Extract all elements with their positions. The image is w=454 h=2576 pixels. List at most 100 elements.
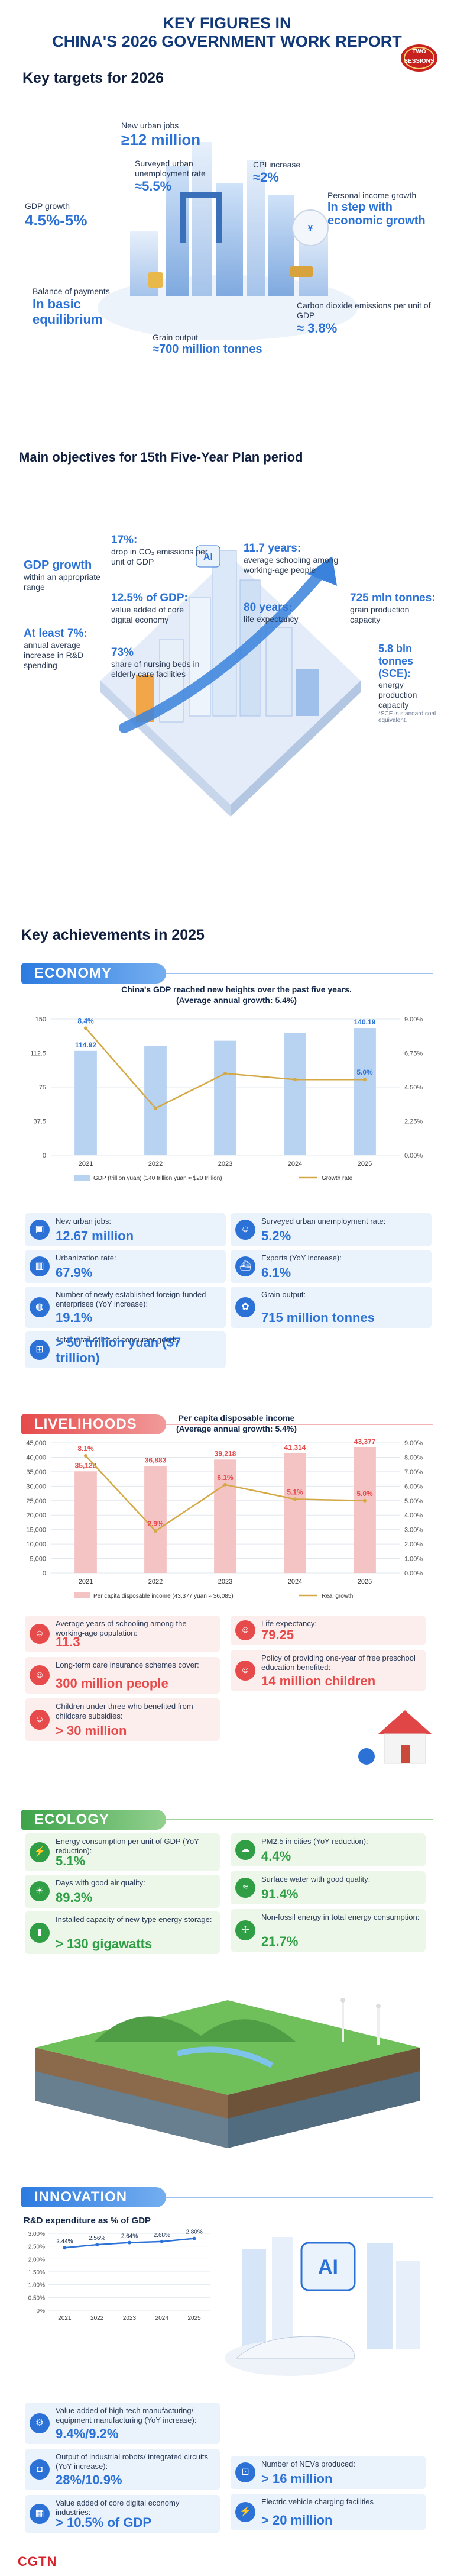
two-sessions-logo-icon — [401, 44, 437, 72]
person-icon: ☺ — [30, 1624, 50, 1644]
stat-value: 19.1% — [56, 1310, 93, 1325]
stat-card: ☁ PM2.5 in cities (YoY reduction): 4.4% — [231, 1833, 426, 1866]
y-tick-label: 1.50% — [28, 2269, 45, 2276]
livelihood-label: Children under three who benefited from … — [56, 1702, 193, 1720]
plan-energy-value: 5.8 bln tonnes (SCE): — [378, 643, 414, 679]
livelihood-value: > 30 million — [56, 1723, 127, 1738]
balance-target-label: Balance of payments — [33, 286, 110, 296]
house-icon — [358, 1710, 432, 1765]
innovation-illustration: AI — [225, 2237, 420, 2376]
bar — [284, 1453, 306, 1573]
rd-value-label: 2.64% — [121, 2233, 138, 2240]
y2-tick-label: 3.00% — [404, 1527, 423, 1534]
stat-label: Value added of high-tech manufacturing/ … — [56, 2406, 197, 2425]
stat-card: ▮ Installed capacity of new-type energy s… — [25, 1911, 220, 1954]
y2-tick-label: 8.00% — [404, 1454, 423, 1461]
target-jobs: New urban jobs ≥12 million — [121, 121, 200, 149]
income-chart-subtitle: (Average annual growth: 5.4%) — [176, 1424, 297, 1433]
ship-icon: ⛴ — [235, 1256, 255, 1276]
target-balance: Balance of payments In basic equilibrium — [33, 286, 145, 327]
grain-target-value: ≈700 million tonnes — [153, 342, 262, 356]
stat-value: > 50 trillion yuan ($7 trillion) — [56, 1335, 181, 1365]
svg-text:AI: AI — [203, 552, 213, 562]
rd-value-label: 2.68% — [154, 2232, 170, 2239]
legend-bar-swatch — [74, 1592, 90, 1598]
bar — [144, 1046, 167, 1155]
growth-value-label: 5.0% — [356, 1489, 373, 1498]
economy-banner: ECONOMY — [21, 963, 166, 984]
stat-card: ⚙ Value added of high-tech manufacturing/… — [25, 2403, 220, 2444]
rd-chart-title: R&D expenditure as % of GDP — [24, 2216, 151, 2226]
y2-tick-label: 4.50% — [404, 1084, 423, 1091]
y-tick-label: 20,000 — [26, 1512, 46, 1519]
bar-value-label: 114.92 — [75, 1041, 96, 1049]
plan-digital-value: 12.5% of GDP: — [111, 592, 188, 604]
stat-card: ▦ Value added of core digital economy ind… — [25, 2495, 220, 2533]
livelihood-card: ☺ Children under three who benefited from… — [25, 1698, 220, 1741]
livelihood-value: 300 million people — [56, 1676, 168, 1691]
plan-gdp: GDP growth within an appropriate range — [24, 559, 106, 592]
economy-divider — [21, 973, 433, 974]
innovation-divider — [21, 2197, 433, 2198]
income-target-label: Personal income growth — [327, 191, 417, 200]
robot-icon: ◘ — [30, 2459, 50, 2480]
target-unemployment: Surveyed urban unemployment rate ≈5.5% — [135, 159, 229, 194]
livelihood-card: ☺ Long-term care insurance schemes cover:… — [25, 1657, 220, 1694]
stat-label: Total retail sales of consumer goods: — [56, 1335, 180, 1344]
y-tick-label: 2.50% — [28, 2244, 45, 2251]
growth-point — [363, 1078, 367, 1082]
legend-bar-label: Per capita disposable income (43,377 yua… — [93, 1593, 234, 1600]
targets-illustration: ¥ — [98, 142, 358, 340]
stat-card: ✢ Non-fossil energy in total energy consu… — [231, 1909, 426, 1952]
growth-point — [223, 1072, 227, 1075]
stat-label: Non-fossil energy in total energy consum… — [261, 1913, 420, 1921]
livelihood-card: ☺ Policy of providing one-year of free pr… — [231, 1650, 426, 1691]
car-icon: ⊡ — [235, 2462, 255, 2482]
y2-tick-label: 1.00% — [404, 1556, 423, 1563]
x-tick-label: 2024 — [288, 1160, 302, 1168]
innovation-banner: INNOVATION — [21, 2187, 166, 2207]
stat-value: 5.2% — [261, 1229, 291, 1243]
bar-value-label: 35,128 — [75, 1461, 97, 1469]
charger-icon: ⚡ — [235, 2502, 255, 2522]
plan-school-desc: average schooling among working-age peop… — [244, 555, 339, 575]
rd-value-label: 2.56% — [89, 2235, 105, 2242]
co2-target-label: Carbon dioxide emissions per unit of GDP — [297, 301, 431, 320]
growth-point — [154, 1106, 157, 1110]
y2-tick-label: 5.00% — [404, 1498, 423, 1505]
target-income: Personal income growth In step with econ… — [327, 191, 440, 228]
x-tick-label: 2022 — [148, 1578, 163, 1585]
gdp-target-value: 4.5%-5% — [25, 211, 87, 229]
y2-tick-label: 7.00% — [404, 1469, 423, 1476]
livelihood-label: Policy of providing one-year of free pre… — [261, 1653, 416, 1672]
stat-value: 9.4%/9.2% — [56, 2426, 119, 2441]
plan-co2-desc: drop in CO₂ emissions per unit of GDP — [111, 547, 208, 566]
stat-label: PM2.5 in cities (YoY reduction): — [261, 1837, 368, 1846]
y2-tick-label: 0.00% — [404, 1152, 423, 1159]
plan-nursing-desc: share of nursing beds in elderly care fa… — [111, 659, 200, 679]
x-tick-label: 2025 — [187, 2315, 201, 2322]
person-icon: ☺ — [30, 1710, 50, 1730]
y-tick-label: 3.00% — [28, 2231, 45, 2238]
stat-card: ⛴ Exports (YoY increase): 6.1% — [231, 1250, 432, 1283]
bar-value-label: 43,377 — [354, 1437, 376, 1446]
stat-value: 5.1% — [56, 1853, 86, 1868]
stat-label: Exports (YoY increase): — [261, 1253, 342, 1262]
y-tick-label: 2.00% — [28, 2256, 45, 2263]
ecology-divider — [21, 1819, 433, 1820]
y2-tick-label: 6.00% — [404, 1483, 423, 1490]
plan-nursing-value: 73% — [111, 646, 134, 659]
stat-label: Output of industrial robots/ integrated … — [56, 2452, 208, 2471]
unemployment-target-label: Surveyed urban unemployment rate — [135, 159, 206, 178]
growth-value-label: 8.1% — [77, 1445, 94, 1453]
plan-nursing: 73% share of nursing beds in elderly car… — [111, 646, 200, 679]
rd-point — [160, 2239, 164, 2243]
cpi-target-label: CPI increase — [253, 160, 301, 169]
badge-top: TWO — [412, 49, 426, 55]
legend-bar-label: GDP (trillion yuan) (140 trillion yuan ≈… — [93, 1175, 222, 1182]
y-tick-label: 75 — [39, 1084, 46, 1091]
stat-card: ≈ Surface water with good quality: 91.4% — [231, 1871, 426, 1904]
x-tick-label: 2022 — [148, 1160, 163, 1168]
x-tick-label: 2021 — [79, 1160, 93, 1168]
achievements-heading: Key achievements in 2025 — [21, 927, 205, 943]
